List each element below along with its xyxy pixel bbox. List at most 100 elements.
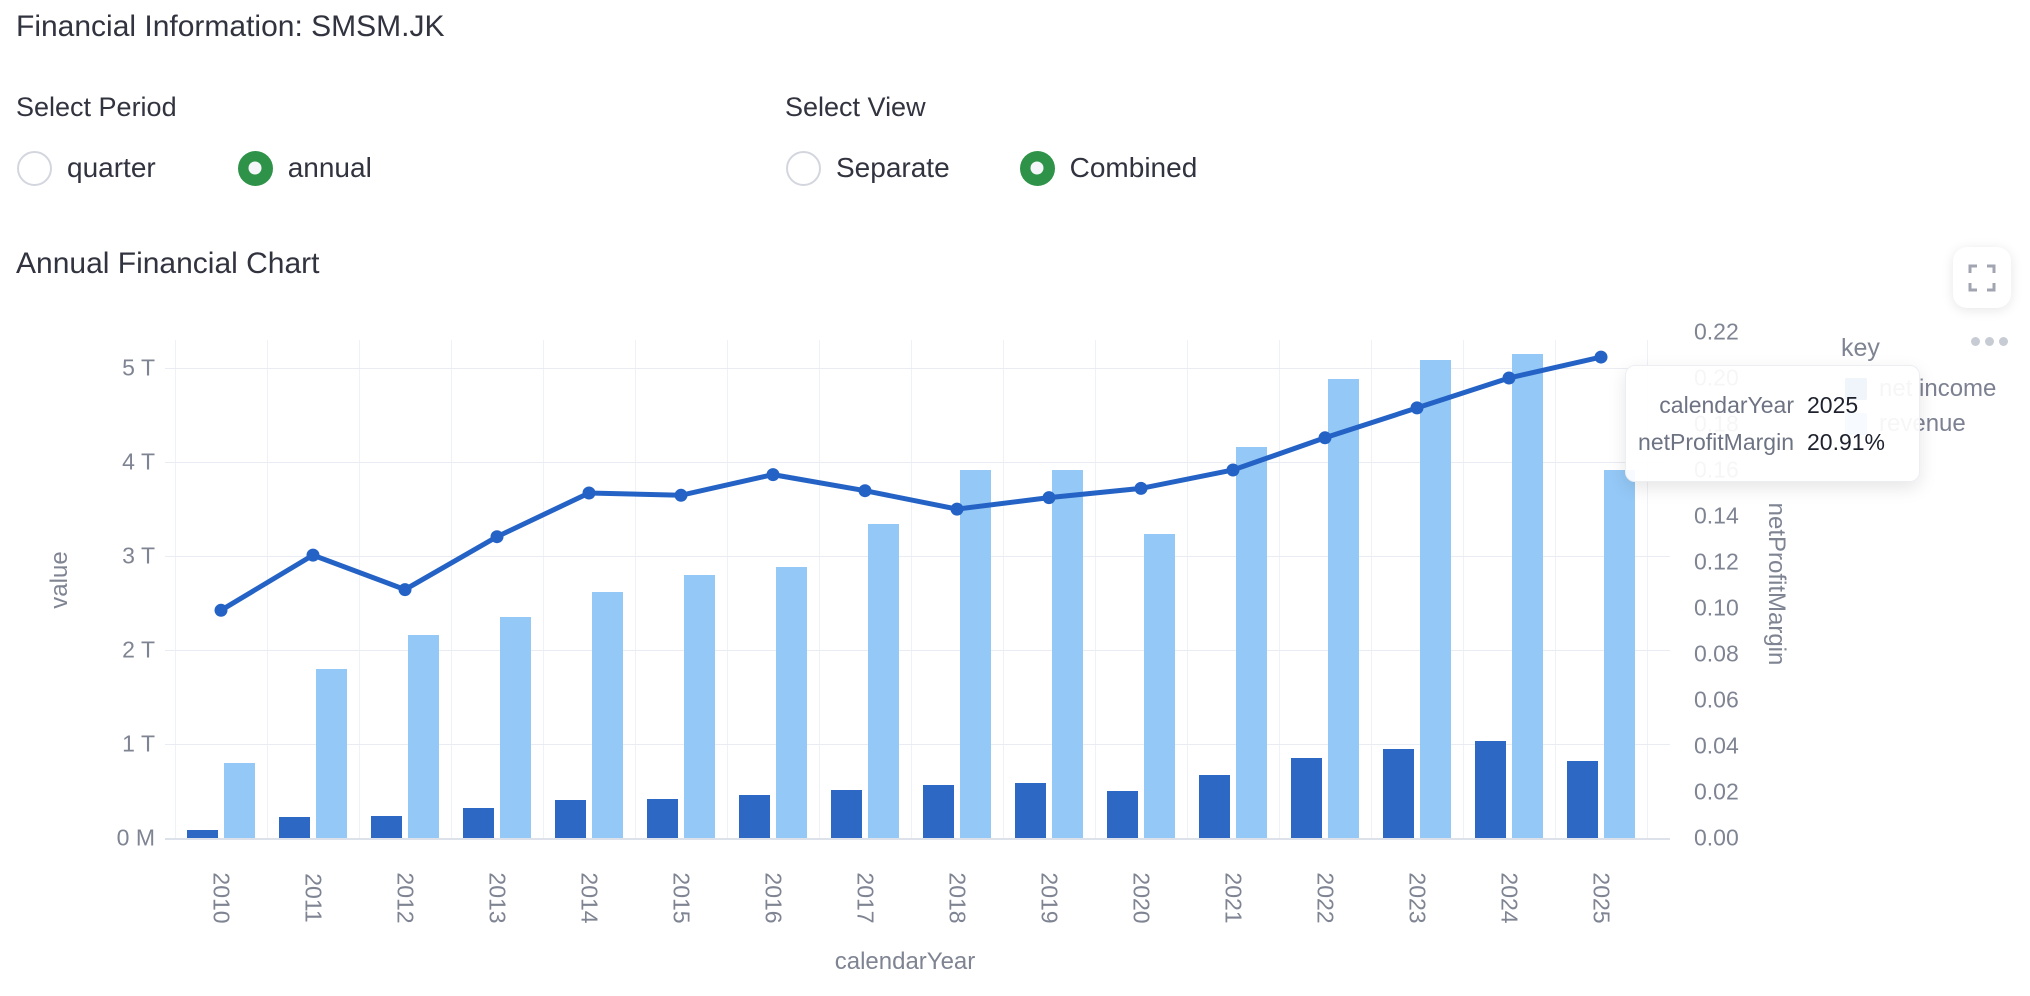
horizontal-gridline xyxy=(165,744,1670,745)
revenue-bar[interactable] xyxy=(776,567,807,838)
vertical-gridline xyxy=(1187,340,1188,838)
x-tick-label: 2017 xyxy=(852,872,879,924)
vertical-gridline xyxy=(1647,340,1648,838)
net-income-bar[interactable] xyxy=(739,794,770,838)
vertical-gridline xyxy=(175,340,176,838)
revenue-bar[interactable] xyxy=(684,574,715,838)
y-left-axis-title: value xyxy=(46,551,73,609)
net-income-bar[interactable] xyxy=(1475,741,1506,838)
x-tick-label: 2023 xyxy=(1404,872,1431,924)
net-income-bar[interactable] xyxy=(555,800,586,838)
net-income-bar[interactable] xyxy=(1567,760,1598,838)
net-income-bar[interactable] xyxy=(831,790,862,838)
y-right-tick-label: 0.12 xyxy=(1694,548,1739,575)
vertical-gridline xyxy=(543,340,544,838)
net-income-bar[interactable] xyxy=(1015,783,1046,838)
radio-quarter-label[interactable]: quarter xyxy=(67,152,156,183)
tooltip-row: netProfitMargin 20.91% xyxy=(1626,429,1919,456)
x-tick-label: 2024 xyxy=(1496,872,1523,924)
x-tick-label: 2019 xyxy=(1036,872,1063,924)
x-tick-label: 2021 xyxy=(1220,872,1247,924)
x-tick-label: 2012 xyxy=(392,872,419,924)
line-point[interactable] xyxy=(674,488,688,502)
tooltip-label: netProfitMargin xyxy=(1638,428,1794,455)
revenue-bar[interactable] xyxy=(500,617,531,838)
x-tick-label: 2022 xyxy=(1312,872,1339,924)
y-left-tick-label: 2 T xyxy=(122,636,155,663)
horizontal-gridline xyxy=(165,650,1670,651)
x-tick-label: 2010 xyxy=(208,872,235,924)
vertical-gridline xyxy=(359,340,360,838)
chart-menu-button[interactable] xyxy=(1971,337,2008,346)
radio-group-period: quarter annual xyxy=(17,148,372,188)
radio-quarter[interactable] xyxy=(17,150,52,186)
x-tick-label: 2013 xyxy=(484,872,511,924)
revenue-bar[interactable] xyxy=(1052,469,1083,838)
chart-section-title: Annual Financial Chart xyxy=(16,247,320,280)
radio-annual-label[interactable]: annual xyxy=(287,152,372,183)
revenue-bar[interactable] xyxy=(1144,534,1175,838)
vertical-gridline xyxy=(911,340,912,838)
y-right-tick-label: 0.06 xyxy=(1694,686,1739,713)
fullscreen-expand-icon xyxy=(1968,264,1996,291)
x-tick-label: 2025 xyxy=(1588,872,1615,924)
radio-combined[interactable] xyxy=(1019,150,1055,186)
vertical-gridline xyxy=(451,340,452,838)
net-income-bar[interactable] xyxy=(187,830,218,838)
line-point[interactable] xyxy=(1134,481,1148,495)
net-income-bar[interactable] xyxy=(923,785,954,838)
net-income-bar[interactable] xyxy=(371,816,402,838)
revenue-bar[interactable] xyxy=(1420,360,1451,838)
line-point[interactable] xyxy=(766,468,780,482)
net-income-bar[interactable] xyxy=(1383,748,1414,838)
revenue-bar[interactable] xyxy=(316,668,347,838)
y-right-tick-label: 0.02 xyxy=(1694,778,1739,805)
line-point[interactable] xyxy=(214,603,228,617)
revenue-bar[interactable] xyxy=(592,591,623,838)
y-right-tick-label: 0.10 xyxy=(1694,594,1739,621)
x-tick-label: 2018 xyxy=(944,872,971,924)
legend-title: key xyxy=(1841,334,1880,362)
radio-annual[interactable] xyxy=(237,150,273,186)
line-point[interactable] xyxy=(1594,350,1608,364)
ellipsis-icon xyxy=(1985,337,1994,346)
radio-separate[interactable] xyxy=(786,150,821,186)
net-income-bar[interactable] xyxy=(1199,775,1230,838)
chart-tooltip: calendarYear 2025 netProfitMargin 20.91% xyxy=(1625,365,1920,482)
revenue-bar[interactable] xyxy=(868,524,899,838)
vertical-gridline xyxy=(635,340,636,838)
revenue-bar[interactable] xyxy=(1512,353,1543,838)
vertical-gridline xyxy=(727,340,728,838)
revenue-bar[interactable] xyxy=(1328,379,1359,838)
x-axis-title: calendarYear xyxy=(834,948,976,975)
fullscreen-button[interactable] xyxy=(1953,247,2011,308)
revenue-bar[interactable] xyxy=(224,762,255,838)
tooltip-label: calendarYear xyxy=(1659,391,1794,418)
net-income-bar[interactable] xyxy=(1107,791,1138,838)
line-point[interactable] xyxy=(858,484,872,498)
y-left-tick-label: 4 T xyxy=(122,448,155,475)
line-point[interactable] xyxy=(582,486,596,500)
net-income-bar[interactable] xyxy=(1291,758,1322,838)
y-right-tick-label: 0.00 xyxy=(1694,824,1739,851)
revenue-bar[interactable] xyxy=(1236,446,1267,838)
y-left-tick-label: 1 T xyxy=(122,730,155,757)
page-title: Financial Information: SMSM.JK xyxy=(16,10,445,43)
radio-group-view: Separate Combined xyxy=(786,148,1197,188)
radio-combined-label[interactable]: Combined xyxy=(1069,152,1198,183)
vertical-gridline xyxy=(819,340,820,838)
ellipsis-icon xyxy=(1971,337,1980,346)
select-period-label: Select Period xyxy=(16,92,177,122)
net-income-bar[interactable] xyxy=(279,817,310,838)
net-income-bar[interactable] xyxy=(647,798,678,838)
revenue-bar[interactable] xyxy=(1604,469,1635,838)
net-income-bar[interactable] xyxy=(463,807,494,838)
line-point[interactable] xyxy=(398,583,412,597)
radio-separate-label[interactable]: Separate xyxy=(836,152,950,183)
line-point[interactable] xyxy=(490,530,504,544)
revenue-bar[interactable] xyxy=(408,634,439,838)
tooltip-row: calendarYear 2025 xyxy=(1626,392,1919,419)
revenue-bar[interactable] xyxy=(960,469,991,838)
